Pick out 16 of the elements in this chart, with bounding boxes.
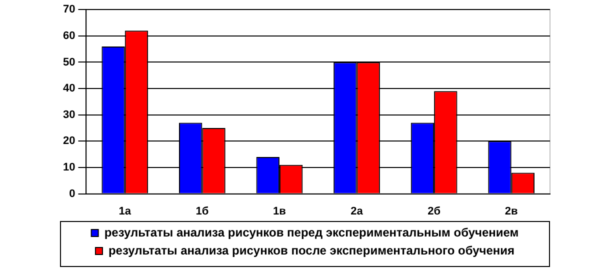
- y-tick-label: 0: [69, 188, 76, 200]
- legend-label: результаты анализа рисунков после экспериментального обучения: [108, 243, 515, 258]
- x-tick-label: 1в: [273, 205, 286, 218]
- y-tick-label: 70: [62, 4, 76, 16]
- x-tick-label: 2б: [428, 205, 441, 218]
- y-tick-label: 10: [62, 162, 76, 174]
- x-tick-label: 2а: [350, 205, 364, 218]
- x-tick-label: 1б: [196, 205, 209, 218]
- y-tick-label: 20: [62, 135, 76, 148]
- x-tick-label: 1а: [118, 205, 132, 218]
- legend-label: результаты анализа рисунков перед экспериментальным обучением: [104, 225, 519, 240]
- y-tick-label: 60: [62, 30, 76, 42]
- x-tick-label: 2в: [504, 205, 518, 218]
- y-tick-label: 40: [62, 82, 76, 95]
- y-tick-label: 30: [62, 108, 76, 121]
- y-tick-label: 50: [62, 56, 76, 68]
